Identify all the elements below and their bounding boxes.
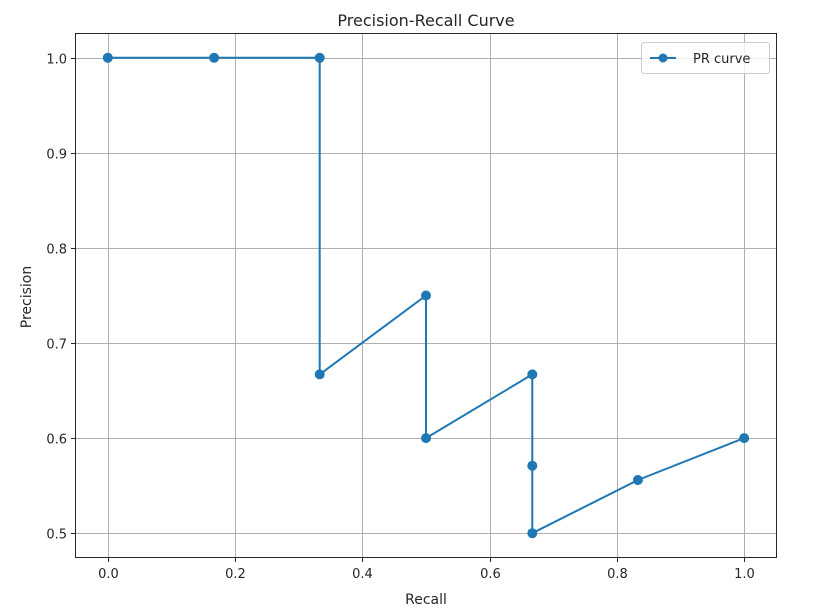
x-tick-label: 0.0	[98, 567, 119, 582]
data-point	[209, 52, 220, 63]
plot-frame	[75, 33, 777, 558]
data-point	[527, 460, 538, 471]
y-tick-label: 1.0	[46, 53, 67, 68]
ticks: 0.0 0.2 0.4 0.6 0.8 1.0 0.5 0.6 0.7 0.8 0.9 1.0	[46, 53, 755, 583]
y-tick-label: 0.7	[46, 338, 67, 353]
series-layer	[102, 52, 750, 539]
data-point	[421, 290, 431, 301]
y-tick-label: 0.8	[46, 243, 67, 258]
y-axis-label: Precision	[19, 266, 35, 328]
data-point	[527, 369, 538, 380]
y-tick-label: 0.9	[46, 148, 67, 163]
y-tick-label: 0.6	[46, 433, 67, 448]
x-tick-label: 0.2	[225, 567, 246, 582]
data-point	[102, 52, 113, 63]
x-tick-label: 0.6	[480, 567, 501, 582]
data-point	[314, 369, 325, 380]
x-tick-label: 0.8	[607, 567, 628, 582]
x-axis-label: Recall	[405, 592, 447, 608]
legend-box	[641, 42, 770, 74]
data-point	[739, 433, 750, 444]
legend: PR curve	[641, 42, 770, 74]
x-tick-label: 0.4	[352, 567, 373, 582]
x-tick-label: 1.0	[734, 567, 755, 582]
data-point	[421, 433, 431, 444]
data-point	[632, 475, 643, 485]
legend-marker	[658, 53, 668, 63]
data-point	[527, 528, 538, 539]
chart-title: Precision-Recall Curve	[337, 11, 514, 30]
y-tick-label: 0.5	[46, 528, 67, 543]
data-point	[314, 52, 325, 63]
legend-label: PR curve	[693, 52, 750, 67]
